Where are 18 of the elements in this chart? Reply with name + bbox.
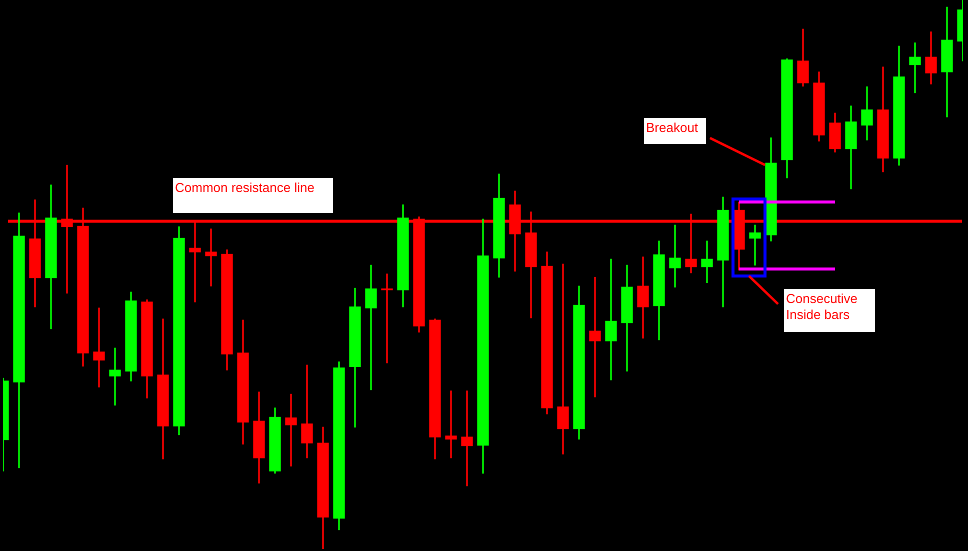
candlestick [285,394,297,466]
candlestick [365,264,377,390]
candlestick [109,348,121,406]
candlestick [909,42,921,94]
candlestick [461,390,473,486]
candlestick [701,240,713,284]
candlestick [205,228,217,286]
annotation: Consecutive Inside bars [784,289,875,332]
candlestick [749,224,761,266]
ref-line-label: Common resistance line [173,178,333,214]
candlestick [589,276,601,398]
annotation: Breakout [644,118,706,144]
candlestick [445,390,457,458]
candlestick [557,264,569,454]
candlestick [605,258,617,380]
candlestick [669,224,681,288]
candlestick [93,308,105,388]
candlestick [301,364,313,458]
